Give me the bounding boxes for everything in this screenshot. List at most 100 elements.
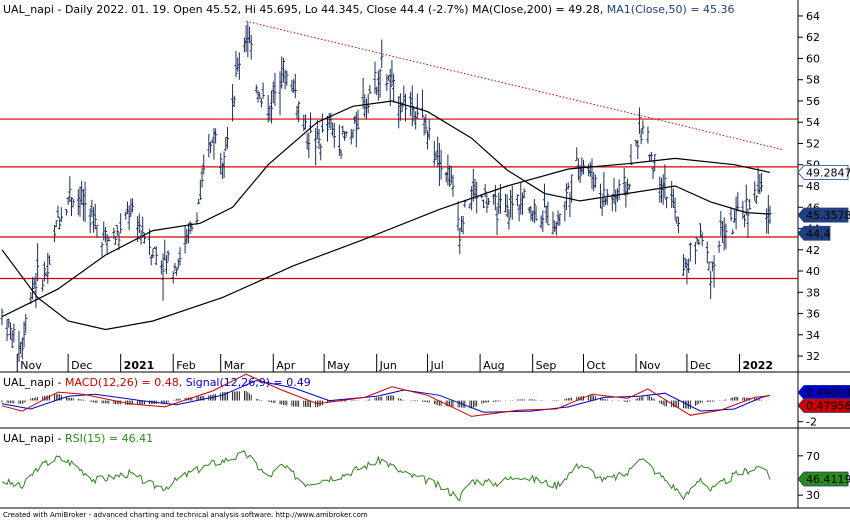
x-tick-label: Dec — [690, 359, 711, 372]
ohlc-bar — [731, 229, 735, 235]
ohlc-bar — [693, 242, 698, 265]
rsi-y-tick-label: 30 — [806, 489, 820, 502]
price-panel[interactable]: 3234363840424446485052545658606264 NovDe… — [0, 0, 850, 373]
ohlc-bar — [332, 122, 336, 148]
price-x-axis-ticks: Nov Dec 2021 Feb Mar Apr May Jun Jul Aug Sep Oct Nov… — [16, 354, 773, 372]
ohlc-bar — [373, 61, 377, 94]
ohlc-bar — [717, 240, 721, 253]
y-tick-label: 34 — [806, 329, 820, 342]
rsi-y-tick-label: 70 — [806, 450, 820, 463]
ohlc-bar — [261, 82, 265, 99]
close-value-badge: 44.4 — [797, 225, 831, 241]
ohlc-bar — [522, 188, 526, 199]
ohlc-bar — [164, 254, 169, 275]
ohlc-bar — [558, 213, 562, 226]
ohlc-bar — [510, 185, 514, 220]
ohlc-bar — [675, 216, 679, 225]
macd-header-macd: MACD(12,26) = 0.48, — [65, 376, 182, 389]
ohlc-bar — [46, 252, 50, 284]
ohlc-bar — [351, 129, 355, 139]
ohlc-bar — [141, 216, 145, 235]
ohlc-bar — [744, 184, 748, 216]
ohlc-bar — [388, 68, 392, 107]
ohlc-bar — [705, 241, 709, 264]
ohlc-bar — [676, 217, 681, 233]
ohlc-bar — [378, 68, 382, 98]
macd-header-signal: Signal(12,26,9) = 0.49 — [186, 376, 311, 389]
rsi-value-badge: 46.4119 — [797, 471, 850, 487]
x-tick-label: Mar — [224, 359, 245, 372]
ohlc-bar — [458, 227, 462, 255]
ohlc-bar — [107, 237, 111, 242]
y-tick-label: 52 — [806, 137, 820, 150]
resistance-trendline — [246, 20, 785, 151]
ohlc-bar — [100, 241, 104, 257]
credit-text: Created with AmiBroker - advanced charti… — [3, 511, 368, 519]
ohlc-bar — [339, 149, 343, 159]
ohlc-bar — [629, 144, 633, 165]
ohlc-bar — [58, 217, 62, 230]
ohlc-bar — [456, 201, 460, 231]
x-tick-label: 2022 — [742, 359, 773, 372]
ohlc-bar — [439, 149, 443, 180]
header-info: Daily 2022. 01. 19. Open 45.52, Hi 45.69… — [65, 3, 469, 16]
macd-panel[interactable]: -2 0.4900320.47956 — [0, 372, 850, 429]
ohlc-bar — [736, 192, 740, 210]
rsi-panel[interactable]: 30 70 46.4119 — [0, 428, 850, 509]
ohlc-bar — [495, 206, 499, 236]
ohlc-bar — [151, 248, 155, 259]
ohlc-bar — [712, 255, 716, 288]
ohlc-bar — [225, 127, 230, 149]
ohlc-bar — [273, 72, 277, 106]
y-tick-label: 40 — [806, 265, 820, 278]
macd-badges: 0.4900320.47956 — [797, 384, 850, 413]
svg-text:44.4: 44.4 — [806, 227, 831, 240]
ohlc-bar — [259, 98, 263, 108]
ohlc-bar — [707, 261, 711, 271]
ohlc-bar — [475, 181, 479, 214]
svg-text:49.2847: 49.2847 — [806, 166, 850, 179]
svg-text:0.47956: 0.47956 — [806, 399, 850, 412]
ohlc-bar — [317, 128, 321, 150]
ohlc-bar — [451, 174, 455, 197]
ma50-value-badge: 45.3578 — [797, 207, 850, 223]
ohlc-bar — [403, 93, 408, 122]
ohlc-bar — [636, 140, 640, 159]
ohlc-bar — [54, 220, 58, 228]
ohlc-bar — [93, 203, 97, 230]
ohlc-bar — [314, 127, 318, 166]
ohlc-bar — [232, 95, 236, 107]
ohlc-bar — [71, 199, 75, 208]
ohlc-bar — [34, 273, 38, 308]
ohlc-bar — [415, 93, 419, 119]
ohlc-bar — [103, 226, 108, 243]
ohlc-bar — [285, 70, 289, 86]
ohlc-bar — [195, 212, 199, 225]
rsi-badges: 46.4119 — [797, 471, 850, 487]
signal-value-badge: 0.490032 — [797, 384, 850, 400]
ohlc-bar — [154, 246, 158, 266]
ohlc-bar — [24, 314, 28, 334]
ohlc-bar — [637, 107, 642, 134]
ohlc-bar — [42, 261, 46, 282]
macd-line — [1, 373, 771, 417]
ohlc-bar — [700, 232, 704, 247]
ohlc-bar — [564, 183, 569, 211]
ohlc-bar — [380, 39, 384, 68]
ohlc-bar — [748, 199, 752, 210]
ohlc-bar — [303, 114, 308, 130]
ohlc-bar — [742, 214, 747, 228]
ohlc-bar — [342, 131, 347, 141]
ohlc-bar — [47, 255, 52, 265]
ohlc-bar — [515, 194, 519, 207]
ohlc-bar — [7, 318, 11, 328]
ohlc-bar — [320, 113, 325, 133]
x-tick-label: Sep — [536, 359, 557, 372]
ohlc-bar — [485, 194, 489, 213]
ohlc-bar — [319, 143, 323, 161]
ohlc-bar — [83, 181, 87, 223]
y-tick-label: 48 — [806, 180, 820, 193]
